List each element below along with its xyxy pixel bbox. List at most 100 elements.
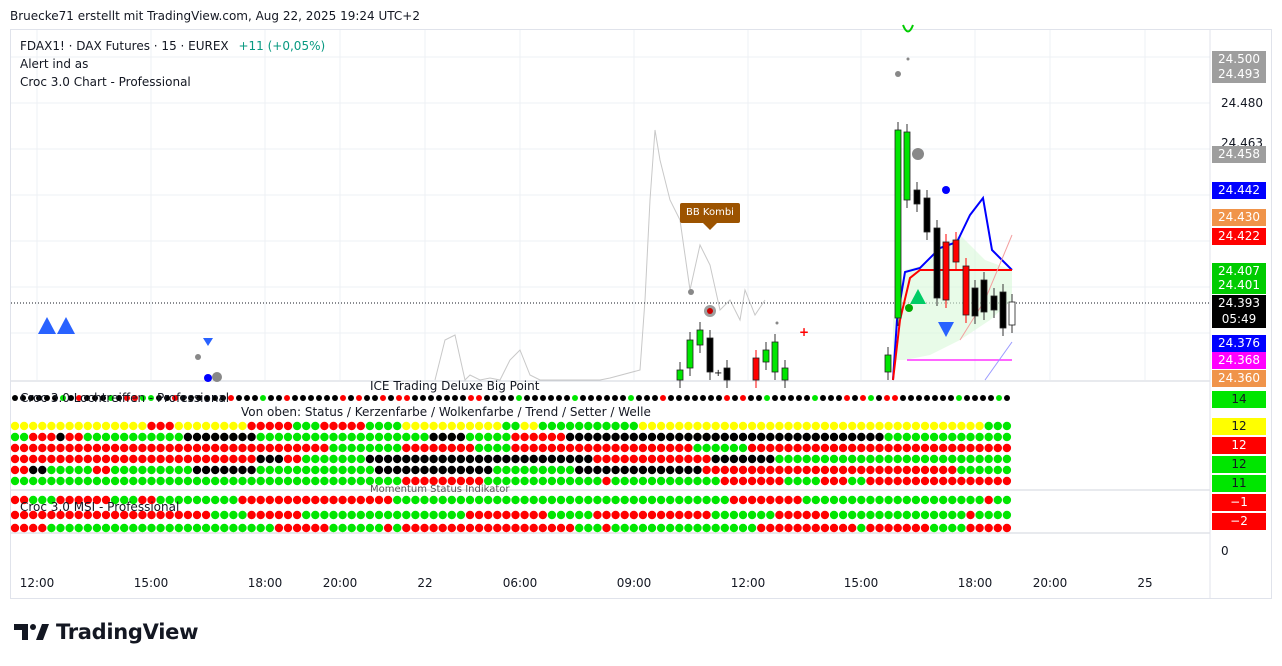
msi-dot [65, 523, 74, 533]
status-dot [238, 476, 247, 486]
status-dot [148, 395, 154, 401]
msi-dot [211, 495, 220, 505]
status-dot [211, 454, 220, 464]
status-dot [748, 395, 754, 401]
msi-dot [939, 523, 948, 533]
status-dot [120, 432, 129, 442]
msi-dot [638, 523, 648, 533]
msi-dot [584, 523, 593, 533]
status-dot [274, 476, 284, 486]
msi-dot [447, 510, 456, 520]
status-dot [374, 443, 384, 453]
indicator-legend-alert[interactable]: Alert ind as [20, 57, 89, 71]
status-dot [347, 476, 356, 486]
status-dot [775, 432, 784, 442]
msi-dot [83, 495, 93, 505]
status-dot [720, 443, 729, 453]
status-dot [684, 476, 693, 486]
status-dot [775, 476, 784, 486]
msi-dot [747, 523, 757, 533]
status-dot [784, 465, 793, 475]
status-dot [711, 443, 720, 453]
status-dot [556, 476, 566, 486]
pane-1-value: 14 [1212, 391, 1266, 408]
signal-dot [775, 321, 779, 325]
status-dot [902, 454, 911, 464]
msi-dot [110, 510, 120, 520]
status-dot [520, 443, 529, 453]
status-dot [966, 454, 975, 464]
msi-dot [338, 523, 347, 533]
msi-dot [1002, 495, 1012, 505]
tradingview-logo[interactable]: TradingView [14, 620, 198, 644]
status-dot [447, 454, 456, 464]
status-dot [38, 443, 47, 453]
status-dot [320, 432, 329, 442]
msi-dot [374, 510, 384, 520]
status-dot [647, 476, 657, 486]
status-dot [508, 395, 514, 401]
status-dot [811, 454, 820, 464]
status-dot [356, 432, 365, 442]
msi-dot [74, 495, 83, 505]
chart-frame[interactable] [10, 29, 1272, 599]
msi-dot [802, 510, 811, 520]
msi-dot [966, 495, 975, 505]
status-dot [984, 465, 993, 475]
status-dot [875, 421, 884, 431]
status-dot [120, 421, 129, 431]
status-dot [429, 476, 438, 486]
status-dot [975, 476, 984, 486]
symbol-legend[interactable]: FDAX1! · DAX Futures · 15 · EUREX +11 (+… [20, 39, 325, 53]
price-axis-label: 24.480 [1221, 96, 1263, 110]
msi-dot [302, 510, 311, 520]
price-tag: 24.442 [1212, 182, 1266, 199]
status-dot [502, 421, 511, 431]
time-axis-label: 25 [1137, 576, 1153, 590]
candle-body [952, 239, 960, 263]
status-dot [684, 432, 693, 442]
symbol-info[interactable]: FDAX1! · DAX Futures · 15 · EUREX [20, 39, 229, 53]
status-dot [793, 476, 802, 486]
msi-dot [993, 523, 1002, 533]
status-dot [620, 421, 629, 431]
status-dot [820, 454, 830, 464]
status-dot [101, 421, 111, 431]
msi-dot [365, 523, 375, 533]
msi-dot [19, 523, 29, 533]
status-dot [38, 476, 47, 486]
status-dot [138, 465, 147, 475]
status-dot [602, 454, 611, 464]
status-dot [183, 421, 193, 431]
status-dot [220, 454, 229, 464]
status-dot [775, 454, 784, 464]
status-dot [802, 454, 811, 464]
msi-dot [302, 495, 311, 505]
status-dot [540, 395, 546, 401]
status-dot [456, 465, 466, 475]
msi-dot [420, 523, 429, 533]
msi-dot [620, 523, 629, 533]
indicator-legend-croc[interactable]: Croc 3.0 Chart - Professional [20, 75, 191, 89]
status-dot [875, 443, 884, 453]
status-dot [575, 465, 584, 475]
msi-dot [793, 510, 802, 520]
msi-dot [456, 523, 466, 533]
msi-dot [10, 523, 20, 533]
status-dot [911, 465, 921, 475]
status-dot [38, 454, 47, 464]
pane-2-title[interactable]: Croc 3.0 MSI - Professional [20, 500, 180, 514]
pane-1-title[interactable]: Croc 3.0 Lochtreiffen - Professional [20, 391, 230, 405]
status-dot [256, 432, 265, 442]
status-dot [838, 443, 848, 453]
status-dot [211, 421, 220, 431]
status-dot [996, 395, 1002, 401]
time-axis-label: 15:00 [133, 576, 169, 590]
msi-dot [256, 495, 265, 505]
status-dot [565, 421, 575, 431]
msi-dot [966, 523, 975, 533]
red-plus-marker: + [799, 325, 809, 339]
status-dot [276, 395, 282, 401]
status-dot [529, 465, 538, 475]
